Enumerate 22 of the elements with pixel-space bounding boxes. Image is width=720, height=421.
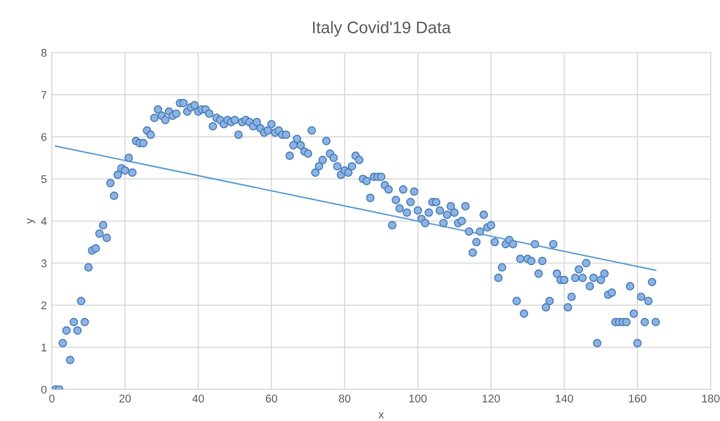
y-tick-label: 2: [41, 301, 46, 310]
x-tick-label: 160: [629, 394, 646, 402]
x-tick-label: 80: [338, 394, 350, 402]
x-tick-label: 100: [409, 394, 427, 402]
y-tick-label: 5: [41, 175, 47, 184]
y-tick-label: 6: [41, 133, 46, 141]
chart-title: Italy Covid'19 Data: [313, 21, 451, 37]
x-tick-label: 40: [192, 394, 204, 402]
y-tick-label: 8: [41, 48, 46, 57]
y-tick-label: 0: [41, 386, 47, 394]
x-axis-title: x: [378, 412, 384, 418]
y-tick-label: 4: [41, 217, 47, 226]
x-tick-label: 140: [556, 394, 574, 402]
y-axis-title: y: [27, 218, 36, 224]
y-tick-label: 7: [41, 91, 46, 99]
x-tick-label: 120: [482, 394, 500, 402]
y-tick-label: 3: [41, 259, 46, 268]
x-tick-label: 0: [49, 394, 54, 402]
y-tick-label: 1: [42, 344, 46, 352]
x-tick-label: 180: [702, 394, 720, 402]
x-tick-label: 20: [119, 394, 131, 402]
x-tick-label: 60: [266, 394, 278, 402]
